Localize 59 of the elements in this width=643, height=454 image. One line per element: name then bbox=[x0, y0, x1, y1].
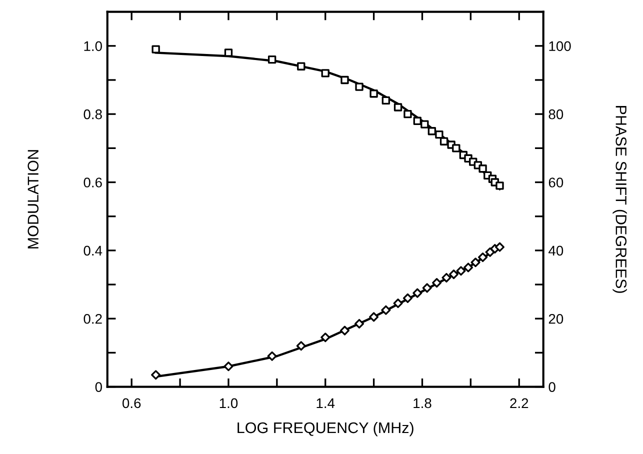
y2-tick-label: 80 bbox=[548, 109, 564, 120]
y-tick-label: 0.2 bbox=[84, 314, 102, 324]
y-tick-label: 0.6 bbox=[84, 178, 102, 188]
point bbox=[478, 252, 488, 262]
point bbox=[404, 110, 412, 118]
point bbox=[402, 293, 412, 303]
point bbox=[340, 76, 349, 84]
point bbox=[321, 69, 330, 78]
point bbox=[412, 288, 422, 298]
point bbox=[494, 242, 504, 252]
point bbox=[224, 362, 234, 372]
y-tick-label: 0.4 bbox=[84, 246, 102, 256]
point bbox=[478, 164, 487, 173]
point bbox=[435, 130, 444, 139]
point bbox=[420, 120, 429, 128]
point bbox=[442, 272, 452, 282]
y2-axis-title: PHASE SHIFT (DEGREES) bbox=[612, 106, 627, 293]
y2-tick-label: 20 bbox=[548, 314, 564, 324]
point bbox=[452, 144, 460, 152]
point bbox=[432, 278, 442, 288]
point bbox=[296, 341, 306, 351]
point bbox=[369, 312, 379, 322]
point bbox=[393, 298, 403, 308]
y2-tick-label: 60 bbox=[548, 178, 564, 188]
x-tick-label: 0.6 bbox=[122, 398, 141, 408]
point bbox=[428, 127, 436, 136]
y2-tick-label: 40 bbox=[548, 246, 564, 256]
point bbox=[340, 326, 350, 336]
point bbox=[470, 258, 480, 268]
text: 1.0 bbox=[220, 398, 238, 408]
y2-tick-label: 100 bbox=[549, 41, 571, 52]
y-axis-title: MODULATION bbox=[28, 150, 39, 248]
y-tick-label: 1.0 bbox=[84, 41, 102, 52]
point bbox=[413, 116, 422, 125]
x-axis-title: LOG FREQUENCY (MHz) bbox=[238, 422, 414, 436]
point bbox=[394, 103, 402, 112]
point bbox=[382, 96, 390, 105]
point bbox=[151, 370, 161, 380]
y2-tick-label: 0 bbox=[548, 382, 556, 392]
point bbox=[422, 283, 432, 293]
point bbox=[297, 62, 306, 70]
point bbox=[267, 351, 277, 361]
point bbox=[456, 266, 466, 276]
x-tick-label: 1.4 bbox=[316, 398, 335, 408]
point bbox=[320, 332, 330, 342]
point bbox=[448, 270, 458, 280]
point bbox=[496, 182, 504, 190]
point bbox=[463, 262, 474, 272]
y-tick-label: 0 bbox=[95, 382, 102, 392]
y-tick-label: 0.8 bbox=[84, 109, 102, 120]
point bbox=[440, 137, 448, 146]
point bbox=[381, 305, 391, 315]
point bbox=[370, 90, 378, 98]
point bbox=[354, 318, 364, 328]
point bbox=[152, 45, 160, 54]
x-tick-label: 2.2 bbox=[510, 398, 528, 408]
point bbox=[268, 55, 276, 64]
point bbox=[355, 82, 364, 91]
x-tick-label: 1.8 bbox=[414, 398, 432, 408]
